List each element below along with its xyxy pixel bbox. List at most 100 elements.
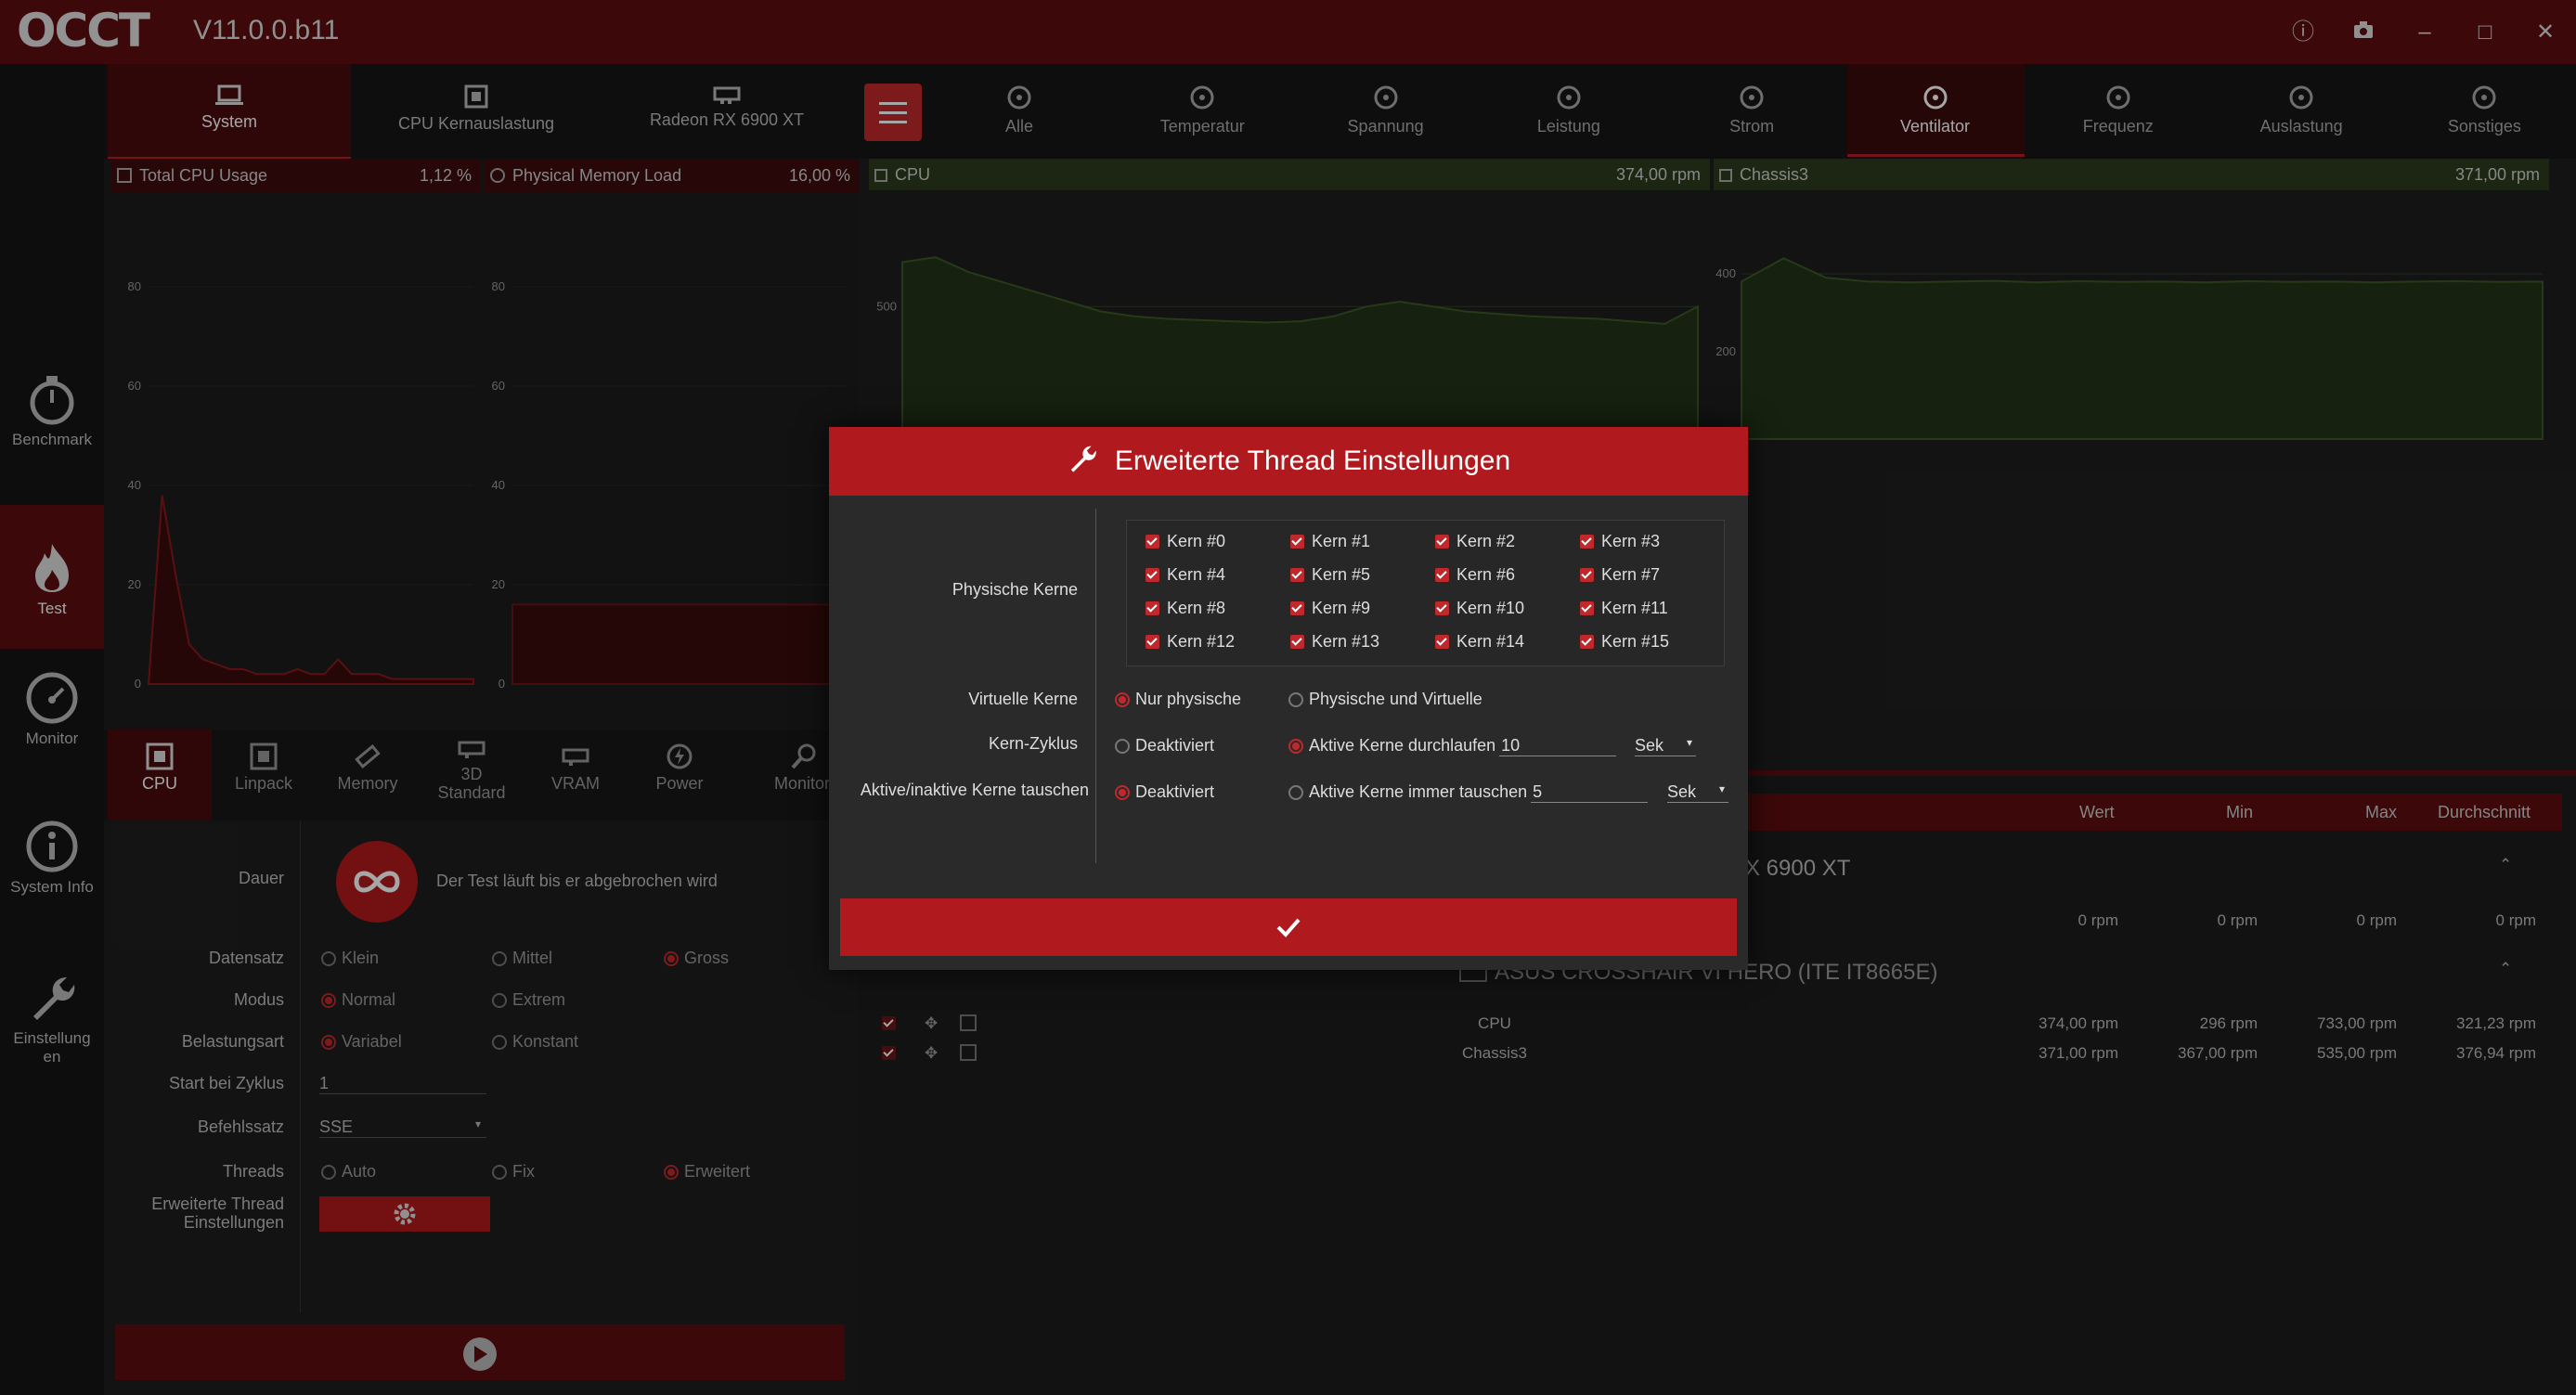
tab-vram[interactable]: VRAM — [524, 730, 628, 820]
tab-linpack[interactable]: Linpack — [212, 730, 316, 820]
chart-toggle-icon[interactable] — [960, 1014, 977, 1031]
checkbox-checked-icon — [1580, 535, 1594, 549]
nav-benchmark[interactable]: Benchmark — [0, 375, 104, 519]
core-checkbox[interactable]: Kern #9 — [1290, 599, 1370, 618]
core-checkbox[interactable]: Kern #14 — [1435, 632, 1524, 652]
virtual-cores-label: Virtuelle Kerne — [968, 690, 1078, 708]
cycle-unit-select[interactable]: Sek ▾ — [1635, 736, 1696, 756]
chart-toggle-icon[interactable] — [960, 1044, 977, 1061]
core-checkbox[interactable]: Kern #13 — [1290, 632, 1379, 652]
core-checkbox[interactable]: Kern #6 — [1435, 565, 1515, 585]
checkbox-checked-icon — [1290, 568, 1304, 582]
core-checkbox[interactable]: Kern #11 — [1580, 599, 1668, 618]
sensor-tab-sonstiges[interactable]: Sonstiges — [2396, 84, 2572, 136]
y-tick-label: 60 — [128, 379, 141, 393]
threads-option-fixed[interactable]: Fix — [492, 1162, 535, 1182]
fan-charts-area: 500 200 400 — [876, 256, 2544, 440]
core-checkbox[interactable]: Kern #3 — [1580, 532, 1660, 551]
virtual-option-physical-only[interactable]: Nur physische — [1115, 690, 1241, 709]
threads-option-advanced[interactable]: Erweitert — [664, 1162, 750, 1182]
core-checkbox[interactable]: Kern #15 — [1580, 632, 1669, 652]
sensor-tab-temperatur[interactable]: Temperatur — [1114, 84, 1290, 136]
swap-option-always[interactable]: Aktive Kerne immer tauschen 5 — [1288, 782, 1649, 803]
cycle-option-disabled[interactable]: Deaktiviert — [1115, 736, 1214, 756]
collapse-icon[interactable]: ⌃ — [2499, 960, 2513, 977]
dataset-option-large[interactable]: Gross — [664, 949, 729, 968]
tab-gpu[interactable]: Radeon RX 6900 XT — [602, 64, 852, 159]
core-checkbox[interactable]: Kern #12 — [1146, 632, 1235, 652]
core-checkbox[interactable]: Kern #7 — [1580, 565, 1660, 585]
sensor-tab-alle[interactable]: Alle — [931, 84, 1107, 136]
tab-memory[interactable]: Memory — [316, 730, 420, 820]
dataset-option-small[interactable]: Klein — [321, 949, 379, 968]
y-tick-label: 40 — [128, 478, 141, 492]
table-cell: 376,94 rpm — [2456, 1044, 2536, 1062]
info-icon[interactable]: ⓘ — [2292, 19, 2314, 45]
core-checkbox[interactable]: Kern #1 — [1290, 532, 1370, 551]
tab-cpu-core-load[interactable]: CPU Kernauslastung — [351, 64, 602, 159]
swap-unit-select[interactable]: Sek ▾ — [1667, 782, 1728, 803]
sensor-tab-leistung[interactable]: Leistung — [1481, 84, 1657, 136]
physical-cores-label: Physische Kerne — [951, 580, 1078, 599]
dataset-option-medium[interactable]: Mittel — [492, 949, 552, 968]
collapse-icon[interactable]: ⌃ — [2499, 856, 2513, 873]
sensor-tab-auslastung[interactable]: Auslastung — [2213, 84, 2389, 136]
cycle-interval-input[interactable]: 10 — [1499, 736, 1617, 756]
core-checkbox[interactable]: Kern #0 — [1146, 532, 1225, 551]
sensor-tab-spannung[interactable]: Spannung — [1298, 84, 1474, 136]
cycle-option-active[interactable]: Aktive Kerne durchlaufen 10 — [1288, 736, 1617, 756]
advanced-thread-settings-button[interactable] — [319, 1196, 490, 1232]
instruction-set-select[interactable]: SSE ▾ — [319, 1117, 486, 1138]
mode-option-extreme[interactable]: Extrem — [492, 990, 565, 1010]
tab-system[interactable]: System — [108, 64, 351, 159]
infinite-duration-button[interactable] — [336, 841, 418, 923]
fan-chart-header-chassis3: Chassis3 371,00 rpm — [1714, 159, 2549, 190]
load-option-variable[interactable]: Variabel — [321, 1032, 402, 1052]
memory-icon — [355, 743, 381, 769]
confirm-button[interactable] — [840, 898, 1737, 956]
nav-system-info[interactable]: System Info — [0, 820, 104, 964]
tab-monitoring[interactable]: Monitori — [750, 730, 858, 820]
move-icon[interactable]: ✥ — [925, 1014, 938, 1032]
camera-icon[interactable] — [2349, 19, 2377, 46]
mode-option-normal[interactable]: Normal — [321, 990, 395, 1010]
menu-button[interactable] — [864, 84, 922, 141]
core-checkbox[interactable]: Kern #10 — [1435, 599, 1524, 618]
sensor-tab-frequenz[interactable]: Frequenz — [2030, 84, 2207, 136]
maximize-icon[interactable]: □ — [2478, 19, 2492, 45]
dataset-label: Datensatz — [208, 949, 284, 967]
nav-monitor[interactable]: Monitor — [0, 672, 104, 816]
swap-option-disabled[interactable]: Deaktiviert — [1115, 782, 1214, 802]
core-checkbox[interactable]: Kern #5 — [1290, 565, 1370, 585]
threads-option-auto[interactable]: Auto — [321, 1162, 376, 1182]
close-icon[interactable]: ✕ — [2535, 19, 2556, 45]
table-cell: 535,00 rpm — [2317, 1044, 2397, 1062]
chart-header-cpu-usage: Total CPU Usage 1,12 % — [111, 159, 481, 192]
start-test-button[interactable] — [115, 1324, 845, 1380]
nav-test[interactable]: Test — [0, 505, 104, 649]
start-cycle-input[interactable]: 1 — [319, 1074, 486, 1094]
core-checkbox[interactable]: Kern #8 — [1146, 599, 1225, 618]
tab-3d-standard[interactable]: 3D Standard — [420, 730, 524, 820]
core-checkbox[interactable]: Kern #2 — [1435, 532, 1515, 551]
checkmark-icon — [1276, 918, 1301, 937]
sensor-tab-ventilator[interactable]: Ventilator — [1847, 84, 2024, 136]
core-checkbox[interactable]: Kern #4 — [1146, 565, 1225, 585]
tab-cpu-test[interactable]: CPU — [108, 730, 212, 820]
row-checkbox[interactable] — [882, 1014, 903, 1033]
help-icon — [490, 168, 505, 183]
nav-settings[interactable]: Einstellung en — [0, 972, 104, 1116]
sensor-name: Chassis3 — [1462, 1044, 1527, 1062]
sensor-tab-strom[interactable]: Strom — [1663, 84, 1840, 136]
virtual-option-physical-and-virtual[interactable]: Physische und Virtuelle — [1288, 690, 1482, 709]
nav-monitor-label: Monitor — [25, 730, 79, 747]
load-option-constant[interactable]: Konstant — [492, 1032, 578, 1052]
row-checkbox[interactable] — [882, 1044, 903, 1063]
swap-interval-input[interactable]: 5 — [1531, 782, 1649, 803]
nav-benchmark-label: Benchmark — [12, 431, 92, 448]
cpu-memory-chart-area: 0 0 20 20 40 40 60 60 80 80 100 100 — [121, 192, 848, 691]
tab-power[interactable]: Power — [628, 730, 731, 820]
minimize-icon[interactable]: – — [2418, 19, 2431, 45]
cpu-fan-series — [901, 256, 1699, 440]
move-icon[interactable]: ✥ — [925, 1044, 938, 1062]
